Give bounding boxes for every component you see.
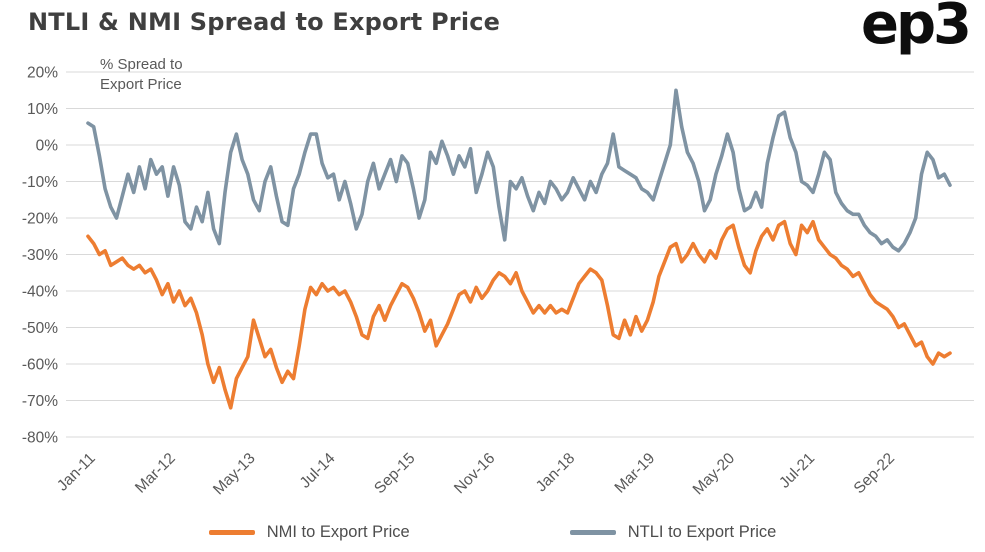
axis-annotation: % Spread to Export Price	[100, 56, 183, 94]
gridlines	[66, 71, 974, 438]
svg-text:Mar-12: Mar-12	[132, 450, 179, 497]
svg-text:May-13: May-13	[210, 450, 259, 499]
svg-text:10%: 10%	[27, 101, 58, 118]
svg-text:-60%: -60%	[22, 357, 58, 374]
legend-label-ntli: NTLI to Export Price	[627, 523, 777, 541]
legend-item-nmi: NMI to Export Price	[208, 523, 410, 542]
svg-text:Nov-16: Nov-16	[451, 450, 498, 497]
svg-text:Jan-11: Jan-11	[54, 450, 99, 495]
svg-text:Jan-18: Jan-18	[533, 450, 579, 496]
svg-text:-40%: -40%	[22, 284, 58, 301]
series-line-ntli	[86, 88, 952, 253]
nmi-line-swatch-icon	[208, 530, 255, 535]
svg-text:-80%: -80%	[22, 430, 58, 447]
series-line-nmi	[86, 219, 952, 410]
svg-text:Jul-21: Jul-21	[776, 450, 818, 492]
svg-text:20%: 20%	[27, 65, 58, 82]
svg-text:-10%: -10%	[22, 174, 58, 191]
page-title: NTLI & NMI Spread to Export Price	[28, 8, 501, 36]
chart-legend: NMI to Export Price NTLI to Export Price	[0, 523, 985, 542]
svg-text:Jul-14: Jul-14	[297, 450, 339, 492]
svg-text:Mar-19: Mar-19	[612, 450, 659, 497]
svg-text:-20%: -20%	[22, 211, 58, 228]
svg-text:Sep-22: Sep-22	[851, 450, 898, 497]
svg-text:Sep-15: Sep-15	[371, 450, 418, 497]
svg-text:-50%: -50%	[22, 320, 58, 337]
svg-text:May-20: May-20	[690, 450, 739, 499]
svg-text:-70%: -70%	[22, 393, 58, 410]
legend-label-nmi: NMI to Export Price	[266, 523, 410, 541]
svg-text:-30%: -30%	[22, 247, 58, 264]
legend-item-ntli: NTLI to Export Price	[569, 523, 777, 542]
y-axis-labels: 20% 10% 0% -10% -20% -30% -40% -50% -60% -70% -80%	[22, 65, 58, 447]
x-axis-labels: Jan-11 Mar-12 May-13 Jul-14 Sep-15 Nov-16 Jan-…	[54, 450, 898, 499]
ep3-logo: ep3	[860, 0, 972, 57]
ntli-line-swatch-icon	[569, 530, 616, 535]
svg-text:0%: 0%	[36, 138, 59, 155]
